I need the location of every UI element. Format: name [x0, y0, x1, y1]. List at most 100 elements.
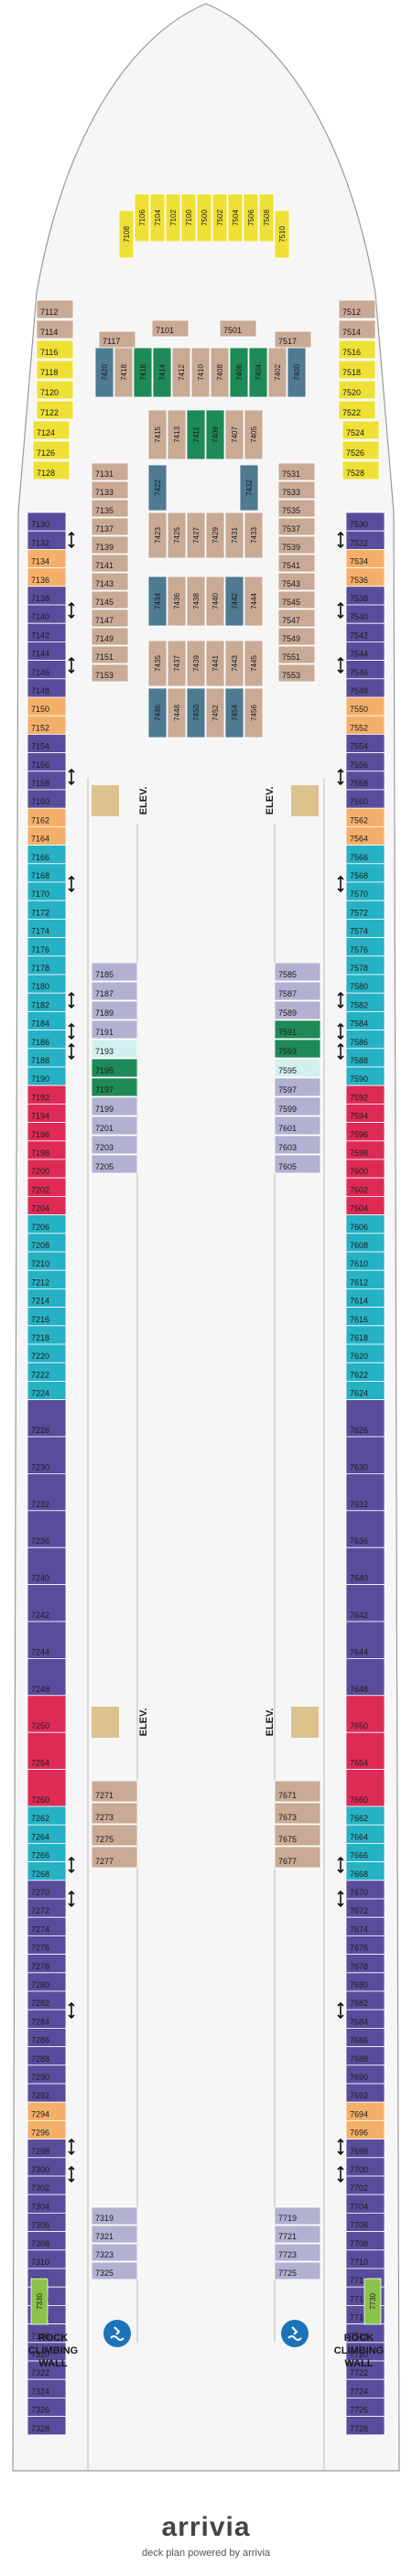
- cabin-7216[interactable]: 7216: [27, 1307, 67, 1327]
- cabin-7452[interactable]: 7452: [205, 687, 225, 738]
- cabin-7275[interactable]: 7275: [91, 1824, 138, 1847]
- cabin-7101[interactable]: 7101: [151, 319, 190, 338]
- cabin-7272[interactable]: 7272: [27, 1898, 67, 1918]
- cabin-7288[interactable]: 7288: [27, 2046, 67, 2066]
- cabin-7728[interactable]: 7728: [345, 2416, 385, 2436]
- cabin-7131[interactable]: 7131: [91, 462, 129, 481]
- cabin-7264[interactable]: 7264: [27, 1824, 67, 1844]
- cabin-7553[interactable]: 7553: [277, 663, 316, 683]
- cabin-7632[interactable]: 7632: [345, 1473, 385, 1512]
- cabin-7180[interactable]: 7180: [27, 974, 67, 994]
- cabin-7668[interactable]: 7668: [345, 1861, 385, 1881]
- cabin-7114[interactable]: 7114: [36, 319, 74, 340]
- cabin-7274[interactable]: 7274: [27, 1916, 67, 1936]
- cabin-7614[interactable]: 7614: [345, 1288, 385, 1309]
- cabin-7282[interactable]: 7282: [27, 1990, 67, 2010]
- cabin-7640[interactable]: 7640: [345, 1547, 385, 1585]
- cabin-7725[interactable]: 7725: [274, 2261, 321, 2280]
- cabin-7170[interactable]: 7170: [27, 881, 67, 901]
- cabin-7136[interactable]: 7136: [27, 567, 67, 587]
- cabin-7410[interactable]: 7410: [190, 347, 211, 398]
- cabin-7551[interactable]: 7551: [277, 645, 316, 664]
- cabin-7218[interactable]: 7218: [27, 1325, 67, 1345]
- cabin-7298[interactable]: 7298: [27, 2139, 67, 2159]
- cabin-7576[interactable]: 7576: [345, 937, 385, 957]
- cabin-7150[interactable]: 7150: [27, 696, 67, 717]
- cabin-7688[interactable]: 7688: [345, 2046, 385, 2066]
- cabin-7610[interactable]: 7610: [345, 1251, 385, 1271]
- cabin-7518[interactable]: 7518: [338, 360, 376, 380]
- cabin-7545[interactable]: 7545: [277, 590, 316, 609]
- cabin-7152[interactable]: 7152: [27, 715, 67, 735]
- cabin-7302[interactable]: 7302: [27, 2175, 67, 2195]
- cabin-7431[interactable]: 7431: [224, 512, 244, 559]
- cabin-7134[interactable]: 7134: [27, 549, 67, 569]
- cabin-7556[interactable]: 7556: [345, 752, 385, 772]
- cabin-7210[interactable]: 7210: [27, 1251, 67, 1271]
- cabin-7692[interactable]: 7692: [345, 2083, 385, 2103]
- cabin-7672[interactable]: 7672: [345, 1898, 385, 1918]
- cabin-7537[interactable]: 7537: [277, 517, 316, 536]
- cabin-7524[interactable]: 7524: [342, 420, 380, 440]
- cabin-7587[interactable]: 7587: [274, 981, 321, 1001]
- cabin-7444[interactable]: 7444: [244, 576, 264, 627]
- cabin-7102[interactable]: 7102: [165, 193, 181, 243]
- cabin-7636[interactable]: 7636: [345, 1510, 385, 1548]
- cabin-7132[interactable]: 7132: [27, 530, 67, 550]
- cabin-7564[interactable]: 7564: [345, 826, 385, 846]
- cabin-7542[interactable]: 7542: [345, 622, 385, 642]
- cabin-7158[interactable]: 7158: [27, 771, 67, 791]
- cabin-7506[interactable]: 7506: [243, 193, 259, 243]
- cabin-7433[interactable]: 7433: [244, 512, 264, 559]
- cabin-7290[interactable]: 7290: [27, 2064, 67, 2085]
- cabin-7248[interactable]: 7248: [27, 1658, 67, 1697]
- cabin-7671[interactable]: 7671: [274, 1780, 321, 1803]
- cabin-7544[interactable]: 7544: [345, 641, 385, 662]
- cabin-7504[interactable]: 7504: [227, 193, 244, 243]
- cabin-7328[interactable]: 7328: [27, 2416, 67, 2436]
- cabin-7413[interactable]: 7413: [167, 409, 187, 460]
- cabin-7262[interactable]: 7262: [27, 1805, 67, 1826]
- cabin-7284[interactable]: 7284: [27, 2009, 67, 2029]
- cabin-7226[interactable]: 7226: [27, 1399, 67, 1438]
- cabin-7151[interactable]: 7151: [91, 645, 129, 664]
- cabin-7326[interactable]: 7326: [27, 2397, 67, 2417]
- cabin-7260[interactable]: 7260: [27, 1769, 67, 1807]
- cabin-7436[interactable]: 7436: [167, 576, 187, 627]
- cabin-7552[interactable]: 7552: [345, 715, 385, 735]
- cabin-7601[interactable]: 7601: [274, 1116, 321, 1136]
- cabin-7108[interactable]: 7108: [118, 210, 135, 259]
- cabin-7294[interactable]: 7294: [27, 2101, 67, 2121]
- cabin-7580[interactable]: 7580: [345, 974, 385, 994]
- cabin-7603[interactable]: 7603: [274, 1135, 321, 1155]
- cabin-7543[interactable]: 7543: [277, 572, 316, 591]
- cabin-7271[interactable]: 7271: [91, 1780, 138, 1803]
- cabin-7684[interactable]: 7684: [345, 2009, 385, 2029]
- cabin-7276[interactable]: 7276: [27, 1935, 67, 1955]
- cabin-7730[interactable]: 7730: [363, 2278, 382, 2325]
- cabin-7445[interactable]: 7445: [244, 640, 264, 687]
- cabin-7308[interactable]: 7308: [27, 2231, 67, 2251]
- cabin-7596[interactable]: 7596: [345, 1122, 385, 1142]
- cabin-7549[interactable]: 7549: [277, 627, 316, 646]
- cabin-7590[interactable]: 7590: [345, 1066, 385, 1086]
- cabin-7411[interactable]: 7411: [186, 409, 206, 460]
- cabin-7724[interactable]: 7724: [345, 2378, 385, 2398]
- cabin-7122[interactable]: 7122: [36, 400, 74, 420]
- cabin-7440[interactable]: 7440: [205, 576, 225, 627]
- cabin-7680[interactable]: 7680: [345, 1972, 385, 1992]
- cabin-7439[interactable]: 7439: [186, 640, 206, 687]
- cabin-7310[interactable]: 7310: [27, 2249, 67, 2269]
- cabin-7100[interactable]: 7100: [180, 193, 197, 243]
- cabin-7130[interactable]: 7130: [27, 512, 67, 532]
- cabin-7137[interactable]: 7137: [91, 517, 129, 536]
- cabin-7414[interactable]: 7414: [152, 347, 172, 398]
- cabin-7624[interactable]: 7624: [345, 1381, 385, 1401]
- cabin-7199[interactable]: 7199: [91, 1096, 138, 1116]
- cabin-7562[interactable]: 7562: [345, 807, 385, 827]
- cabin-7591[interactable]: 7591: [274, 1019, 321, 1040]
- cabin-7406[interactable]: 7406: [229, 347, 249, 398]
- cabin-7437[interactable]: 7437: [167, 640, 187, 687]
- cabin-7599[interactable]: 7599: [274, 1096, 321, 1116]
- cabin-7133[interactable]: 7133: [91, 480, 129, 500]
